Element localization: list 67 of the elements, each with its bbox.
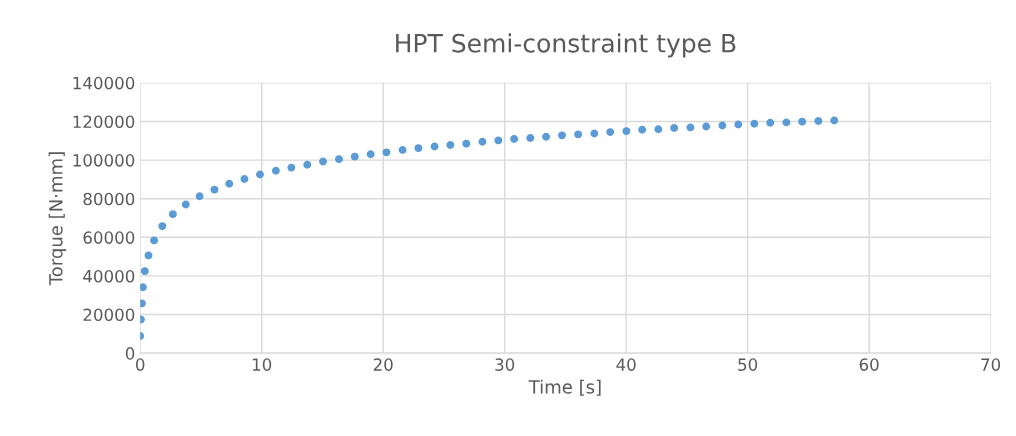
point (287, 163, 296, 172)
point (478, 137, 487, 146)
point (494, 136, 503, 145)
point (430, 142, 439, 151)
point (240, 175, 249, 183)
y-tick-label: 20000 (83, 308, 135, 322)
point (830, 116, 839, 125)
point (558, 131, 566, 140)
x-tick-label: 20 (373, 358, 393, 371)
point (750, 119, 759, 128)
point (542, 132, 551, 141)
y-tick-label: 60000 (83, 231, 135, 244)
point (798, 117, 807, 126)
point (398, 146, 407, 154)
chart-title: HPT Semi-constraint type B (396, 33, 736, 58)
y-tick-label: 120000 (73, 115, 135, 129)
point (526, 134, 535, 143)
point (319, 157, 327, 166)
x-axis-title: Time [s] (528, 379, 601, 396)
y-tick-label: 80000 (83, 192, 135, 206)
point (382, 148, 391, 157)
point (140, 267, 149, 276)
point (195, 192, 204, 201)
point (446, 141, 455, 149)
x-tick-label: 50 (738, 358, 758, 371)
point (702, 122, 711, 131)
point (271, 166, 280, 175)
x-tick-label: 60 (859, 358, 879, 371)
point (734, 120, 743, 129)
point (782, 118, 791, 127)
point (168, 210, 177, 219)
point (144, 251, 153, 260)
x-tick-label: 40 (616, 358, 636, 371)
point (654, 125, 663, 134)
point (462, 139, 471, 148)
x-tick-label: 30 (495, 358, 515, 371)
point (574, 130, 583, 139)
x-tick-label: 0 (136, 358, 145, 371)
y-tick-label: 0 (125, 347, 135, 360)
point (638, 125, 647, 134)
y-tick-label: 40000 (83, 269, 135, 283)
point (181, 200, 190, 209)
point (158, 222, 167, 231)
point (335, 155, 343, 164)
point (766, 118, 775, 127)
point (686, 123, 695, 132)
point (606, 128, 615, 137)
point (414, 144, 423, 153)
point (140, 283, 147, 292)
point (814, 117, 823, 126)
point (210, 185, 219, 194)
point (150, 236, 159, 245)
x-tick-label: 10 (252, 358, 272, 371)
point (303, 160, 312, 169)
point (718, 121, 727, 130)
point (670, 124, 679, 132)
x-tick-label: 70 (981, 358, 1001, 371)
y-axis-title: Torque [N·mm] (48, 152, 67, 286)
point (225, 179, 234, 188)
point (622, 127, 631, 136)
point (590, 129, 599, 138)
point (510, 135, 519, 143)
point (350, 152, 359, 161)
point (256, 170, 264, 179)
point (366, 150, 375, 159)
y-tick-label: 100000 (73, 154, 135, 167)
y-tick-label: 140000 (73, 76, 135, 90)
